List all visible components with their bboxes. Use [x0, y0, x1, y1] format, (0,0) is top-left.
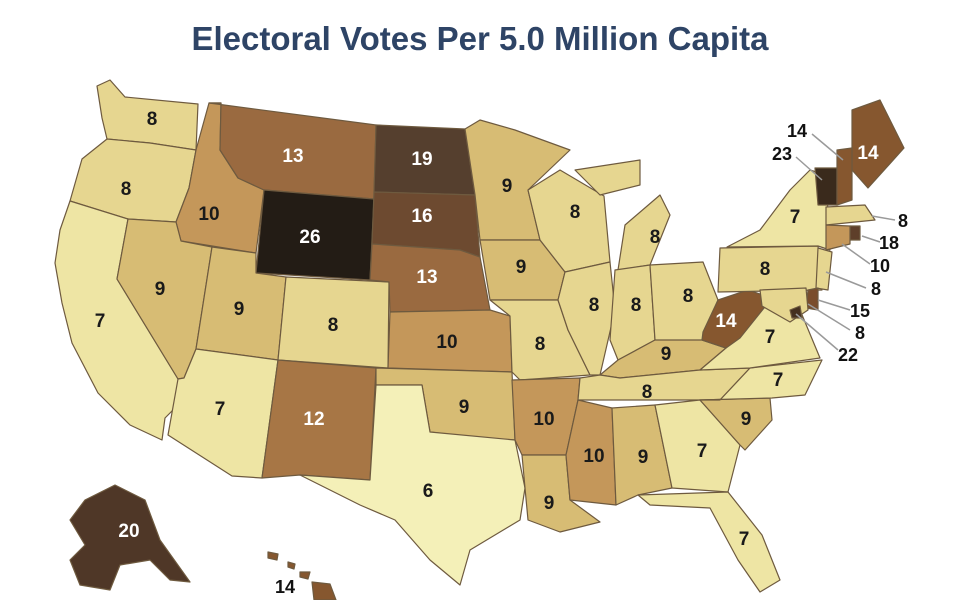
state-value-sd: 16: [411, 206, 432, 227]
state-value-ia: 9: [516, 257, 527, 278]
state-value-ri: 18: [879, 233, 899, 253]
state-value-nc: 7: [773, 370, 784, 391]
state-value-de: 15: [850, 301, 870, 321]
state-value-wi: 8: [570, 202, 581, 223]
state-value-nh: 14: [787, 121, 807, 141]
state-ct: [825, 224, 851, 251]
leader-line-nh: [811, 133, 844, 161]
state-value-ny: 7: [790, 207, 801, 228]
state-nj: [815, 247, 833, 291]
state-value-sc: 9: [741, 409, 752, 430]
state-value-vt: 23: [772, 144, 792, 164]
state-value-ma: 8: [898, 211, 908, 231]
state-value-tn: 8: [642, 382, 653, 403]
state-ms: [565, 399, 617, 506]
state-value-dc: 22: [838, 345, 858, 365]
state-value-mo: 8: [535, 334, 546, 355]
leader-line-nj: [825, 271, 867, 289]
state-value-ut: 9: [234, 299, 245, 320]
state-fl: [637, 491, 781, 593]
state-ga: [654, 399, 741, 493]
state-value-al: 9: [638, 447, 649, 468]
leader-line-ri: [861, 235, 881, 243]
state-value-wa: 8: [147, 109, 158, 130]
state-value-ms: 10: [583, 446, 604, 467]
state-ma: [825, 204, 876, 226]
state-value-nd: 19: [411, 149, 432, 170]
state-value-in: 8: [631, 295, 642, 316]
state-value-mn: 9: [502, 176, 513, 197]
state-value-id: 10: [198, 204, 219, 225]
state-al: [611, 404, 673, 506]
state-value-nj: 8: [871, 279, 881, 299]
state-value-la: 9: [544, 493, 555, 514]
state-value-va: 7: [765, 327, 776, 348]
state-value-ks: 10: [436, 332, 457, 353]
state-hi: [267, 551, 337, 600]
state-value-wv: 14: [715, 311, 737, 332]
state-ny: [726, 169, 831, 251]
state-value-pa: 8: [760, 259, 771, 280]
state-wv: [701, 289, 773, 349]
state-dc: [789, 305, 803, 319]
leader-line-de: [817, 299, 851, 311]
state-value-nv: 9: [155, 279, 166, 300]
state-value-hi: 14: [275, 577, 295, 597]
state-value-wy: 26: [299, 227, 320, 248]
state-value-ak: 20: [118, 521, 139, 542]
state-value-ok: 9: [459, 397, 470, 418]
state-value-co: 8: [328, 315, 339, 336]
state-tx: [299, 384, 526, 586]
state-value-ar: 10: [533, 409, 554, 430]
state-value-mt: 13: [282, 146, 303, 167]
state-value-mi: 8: [650, 227, 661, 248]
state-il: [557, 261, 616, 376]
state-value-ga: 7: [697, 441, 708, 462]
state-ri: [849, 225, 861, 241]
state-value-md: 8: [855, 323, 865, 343]
state-value-nm: 12: [303, 409, 324, 430]
state-value-ct: 10: [870, 256, 890, 276]
state-vt: [814, 167, 838, 206]
state-value-tx: 6: [423, 481, 434, 502]
leader-line-ma: [871, 215, 896, 221]
state-value-oh: 8: [683, 286, 694, 307]
state-mi: [574, 159, 671, 271]
state-value-or: 8: [121, 179, 132, 200]
state-ak: [69, 484, 191, 591]
leader-line-ct: [841, 243, 871, 265]
state-nh: [836, 147, 853, 206]
leader-line-md: [807, 303, 851, 331]
state-value-fl: 7: [739, 529, 750, 550]
state-value-il: 8: [589, 295, 600, 316]
state-value-ca: 7: [95, 311, 106, 332]
state-value-ky: 9: [661, 344, 672, 365]
leader-line-dc: [795, 313, 839, 351]
state-value-ne: 13: [416, 267, 437, 288]
state-value-me: 14: [857, 143, 879, 164]
state-value-az: 7: [215, 399, 226, 420]
map-title: Electoral Votes Per 5.0 Million Capita: [191, 20, 769, 57]
leader-line-vt: [795, 156, 823, 181]
